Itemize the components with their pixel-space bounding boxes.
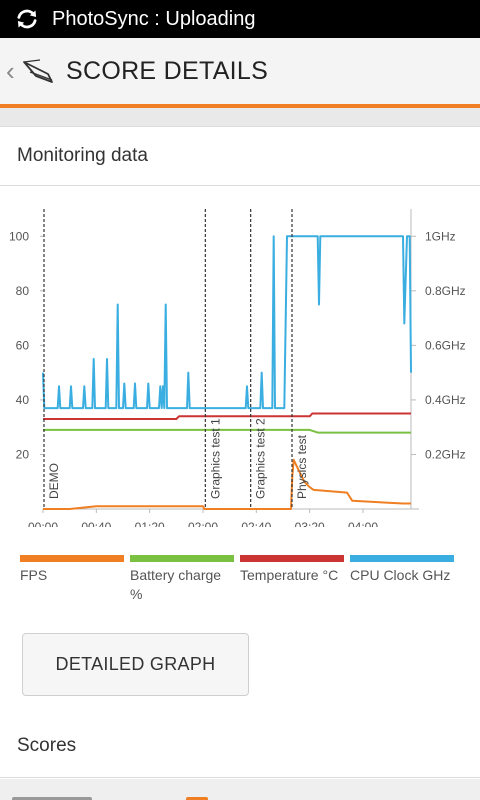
sync-icon bbox=[17, 9, 37, 29]
test-marker-label: Graphics test 1 bbox=[208, 418, 222, 499]
y2-tick-label: 0.4GHz bbox=[425, 393, 466, 407]
x-tick-label: 04:00 bbox=[348, 520, 378, 527]
status-bar: PhotoSync : Uploading bbox=[0, 0, 480, 38]
y2-tick-label: 0.2GHz bbox=[425, 447, 466, 461]
x-tick-label: 02:40 bbox=[241, 520, 271, 527]
score-row-value bbox=[186, 797, 208, 800]
series-cpu-line bbox=[42, 235, 412, 410]
series-fps-line bbox=[43, 458, 411, 510]
action-bar: ‹ SCORE DETAILS bbox=[0, 38, 480, 108]
score-row-label bbox=[12, 797, 92, 800]
divider bbox=[0, 777, 480, 778]
legend-label: Temperature °C bbox=[240, 567, 339, 583]
series-temperature-line bbox=[43, 412, 411, 420]
page-title: SCORE DETAILS bbox=[66, 56, 269, 85]
x-tick-label: 01:20 bbox=[135, 520, 165, 527]
y2-tick-label: 0.8GHz bbox=[425, 284, 466, 298]
monitoring-chart: 20 40 60 80 100 0.2GHz 0.4GHz 0.6GHz 0.8GHz 1GHz 0… bbox=[9, 209, 466, 527]
monitoring-card: Monitoring data 20 40 60 80 100 0.2GHz 0.4GHz 0… bbox=[0, 126, 480, 800]
x-tick-label: 00:00 bbox=[28, 520, 58, 527]
y-tick-label: 100 bbox=[9, 229, 29, 243]
legend-item-cpu: CPU Clock GHz bbox=[350, 555, 460, 604]
x-tick-label: 02:00 bbox=[188, 520, 218, 527]
divider bbox=[0, 185, 480, 186]
legend-swatch bbox=[240, 555, 344, 562]
y-tick-label: 80 bbox=[16, 284, 30, 298]
y-tick-label: 40 bbox=[16, 393, 30, 407]
detailed-graph-button[interactable]: DETAILED GRAPH bbox=[22, 633, 249, 696]
legend-item-battery: Battery charge % bbox=[130, 555, 240, 604]
monitoring-title: Monitoring data bbox=[17, 145, 148, 166]
legend-label: Battery charge % bbox=[130, 567, 222, 602]
3dmark-logo-icon[interactable] bbox=[22, 56, 56, 86]
legend-item-fps: FPS bbox=[20, 555, 130, 604]
x-tick-label: 00:40 bbox=[81, 520, 111, 527]
scores-title: Scores bbox=[17, 735, 77, 756]
legend-swatch bbox=[350, 555, 454, 562]
status-text: PhotoSync : Uploading bbox=[52, 7, 256, 30]
test-marker-label: DEMO bbox=[47, 463, 61, 499]
score-row-peek[interactable] bbox=[0, 779, 480, 800]
test-marker-label: Physics test bbox=[295, 434, 309, 499]
series-battery-line bbox=[43, 428, 411, 434]
test-marker-label: Graphics test 2 bbox=[254, 418, 268, 499]
y2-tick-label: 0.6GHz bbox=[425, 338, 466, 352]
chevron-left-icon[interactable]: ‹ bbox=[6, 55, 15, 86]
y2-tick-label: 1GHz bbox=[425, 229, 456, 243]
legend-swatch bbox=[130, 555, 234, 562]
legend-swatch bbox=[20, 555, 124, 562]
y-tick-label: 20 bbox=[16, 447, 30, 461]
legend-item-temperature: Temperature °C bbox=[240, 555, 350, 604]
chart-legend: FPS Battery charge % Temperature °C CPU … bbox=[20, 555, 460, 604]
legend-label: FPS bbox=[20, 567, 48, 583]
legend-label: CPU Clock GHz bbox=[350, 567, 451, 583]
y-tick-label: 60 bbox=[16, 338, 30, 352]
x-tick-label: 03:20 bbox=[295, 520, 325, 527]
